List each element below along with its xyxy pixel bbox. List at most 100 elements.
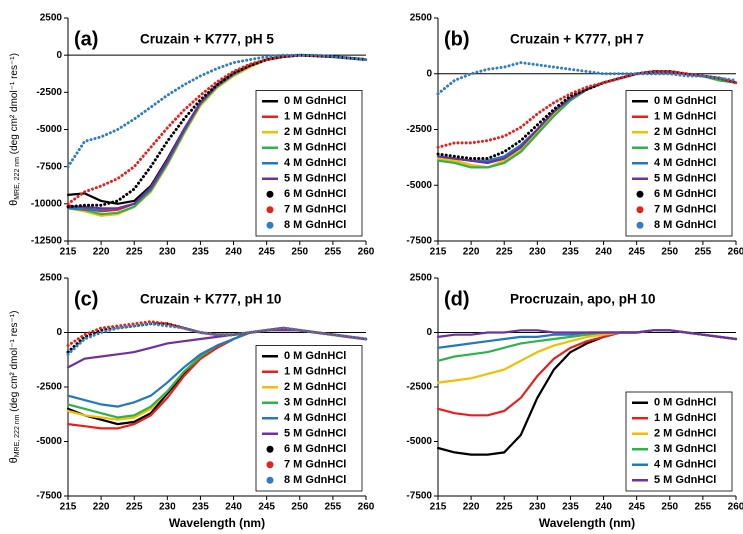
legend-label: 6 M GdnHCl xyxy=(654,188,716,200)
x-tick-label: 215 xyxy=(430,247,447,258)
data-line xyxy=(66,322,368,356)
y-tick-label: -7500 xyxy=(406,236,432,247)
y-label-subscript: MRE, 222 nm xyxy=(14,414,21,457)
x-tick-label: 220 xyxy=(93,502,110,513)
panel-label: (b) xyxy=(444,28,470,50)
legend-label: 2 M GdnHCl xyxy=(654,428,716,440)
legend-label: 0 M GdnHCl xyxy=(654,95,716,107)
y-tick-label: -7500 xyxy=(36,491,62,502)
legend-label: 6 M GdnHCl xyxy=(284,188,346,200)
panel-label: (d) xyxy=(444,288,470,310)
legend-marker xyxy=(636,206,644,214)
y-label-subscript: MRE, 222 nm xyxy=(14,157,21,200)
x-tick-label: 220 xyxy=(93,247,110,258)
x-tick-label: 225 xyxy=(126,502,143,513)
x-tick-label: 240 xyxy=(595,502,612,513)
x-tick-label: 240 xyxy=(225,502,242,513)
legend-label: 1 M GdnHCl xyxy=(654,412,716,424)
legend-label: 5 M GdnHCl xyxy=(654,173,716,185)
y-tick-label: 2500 xyxy=(40,13,63,24)
x-tick-label: 255 xyxy=(695,247,712,258)
x-axis-label: Wavelength (nm) xyxy=(539,516,635,530)
x-tick-label: 215 xyxy=(60,502,77,513)
x-tick-label: 260 xyxy=(728,247,743,258)
legend-label: 4 M GdnHCl xyxy=(284,157,346,169)
y-tick-label: -12500 xyxy=(31,236,63,247)
legend-marker xyxy=(266,476,274,484)
x-tick-label: 255 xyxy=(695,502,712,513)
data-line xyxy=(436,61,738,96)
y-label-symbol: θ xyxy=(8,457,20,463)
legend-label: 3 M GdnHCl xyxy=(284,397,346,409)
legend-label: 3 M GdnHCl xyxy=(284,142,346,154)
x-tick-label: 230 xyxy=(159,247,176,258)
legend-label: 1 M GdnHCl xyxy=(654,111,716,123)
x-tick-label: 235 xyxy=(562,247,579,258)
legend-label: 4 M GdnHCl xyxy=(654,459,716,471)
y-tick-label: 0 xyxy=(426,68,432,79)
y-axis-label: θMRE, 222 nm (deg cm² dmol⁻¹ res⁻¹) xyxy=(8,311,21,464)
legend-label: 2 M GdnHCl xyxy=(284,381,346,393)
x-tick-label: 245 xyxy=(258,247,275,258)
x-tick-label: 235 xyxy=(192,502,209,513)
x-tick-label: 225 xyxy=(496,247,513,258)
panel-label: (a) xyxy=(74,28,98,50)
x-tick-label: 230 xyxy=(529,502,546,513)
y-tick-label: 2500 xyxy=(40,273,63,284)
y-tick-label: -5000 xyxy=(36,436,62,447)
x-tick-label: 260 xyxy=(728,502,743,513)
y-tick-label: -5000 xyxy=(406,180,432,191)
y-tick-label: 2500 xyxy=(410,13,433,24)
y-axis-label: θMRE, 222 nm (deg cm² dmol⁻¹ res⁻¹) xyxy=(8,53,21,206)
data-line xyxy=(436,329,738,384)
y-tick-label: -2500 xyxy=(36,382,62,393)
legend-label: 8 M GdnHCl xyxy=(654,219,716,231)
y-label-units: (deg cm² dmol⁻¹ res⁻¹) xyxy=(9,53,20,157)
x-tick-label: 220 xyxy=(463,247,480,258)
data-line xyxy=(436,70,738,149)
x-tick-label: 245 xyxy=(628,247,645,258)
panel-title: Procruzain, apo, pH 10 xyxy=(510,292,656,307)
x-axis-label: Wavelength (nm) xyxy=(169,516,265,530)
y-label-symbol: θ xyxy=(8,200,20,206)
legend-label: 3 M GdnHCl xyxy=(654,142,716,154)
legend-label: 5 M GdnHCl xyxy=(284,428,346,440)
panel-title: Cruzain + K777, pH 7 xyxy=(510,32,644,47)
legend-label: 5 M GdnHCl xyxy=(654,474,716,486)
y-tick-label: 2500 xyxy=(410,273,433,284)
legend-marker xyxy=(636,190,644,198)
x-tick-label: 245 xyxy=(258,502,275,513)
legend-marker xyxy=(266,461,274,469)
x-tick-label: 255 xyxy=(325,502,342,513)
legend-label: 6 M GdnHCl xyxy=(284,443,346,455)
y-tick-label: -5000 xyxy=(406,436,432,447)
y-tick-label: -7500 xyxy=(406,491,432,502)
legend-label: 0 M GdnHCl xyxy=(284,95,346,107)
x-tick-label: 225 xyxy=(496,502,513,513)
x-tick-label: 260 xyxy=(358,502,375,513)
y-tick-label: -2500 xyxy=(36,87,62,98)
y-tick-label: 0 xyxy=(56,327,62,338)
legend-label: 2 M GdnHCl xyxy=(284,126,346,138)
x-tick-label: 230 xyxy=(529,247,546,258)
y-label-units: (deg cm² dmol⁻¹ res⁻¹) xyxy=(9,311,20,415)
x-tick-label: 250 xyxy=(291,502,308,513)
legend-label: 7 M GdnHCl xyxy=(284,459,346,471)
x-tick-label: 215 xyxy=(430,502,447,513)
x-tick-label: 235 xyxy=(192,247,209,258)
legend-marker xyxy=(266,221,274,229)
x-tick-label: 250 xyxy=(661,502,678,513)
y-tick-label: -5000 xyxy=(36,124,62,135)
legend-label: 8 M GdnHCl xyxy=(284,219,346,231)
legend-marker xyxy=(266,190,274,198)
legend-label: 4 M GdnHCl xyxy=(284,412,346,424)
legend-marker xyxy=(266,206,274,214)
x-tick-label: 240 xyxy=(225,247,242,258)
panel-title: Cruzain + K777, pH 5 xyxy=(140,32,274,47)
x-tick-label: 225 xyxy=(126,247,143,258)
data-line xyxy=(66,53,368,169)
legend-box xyxy=(625,391,733,492)
x-tick-label: 250 xyxy=(291,247,308,258)
x-tick-label: 260 xyxy=(358,247,375,258)
